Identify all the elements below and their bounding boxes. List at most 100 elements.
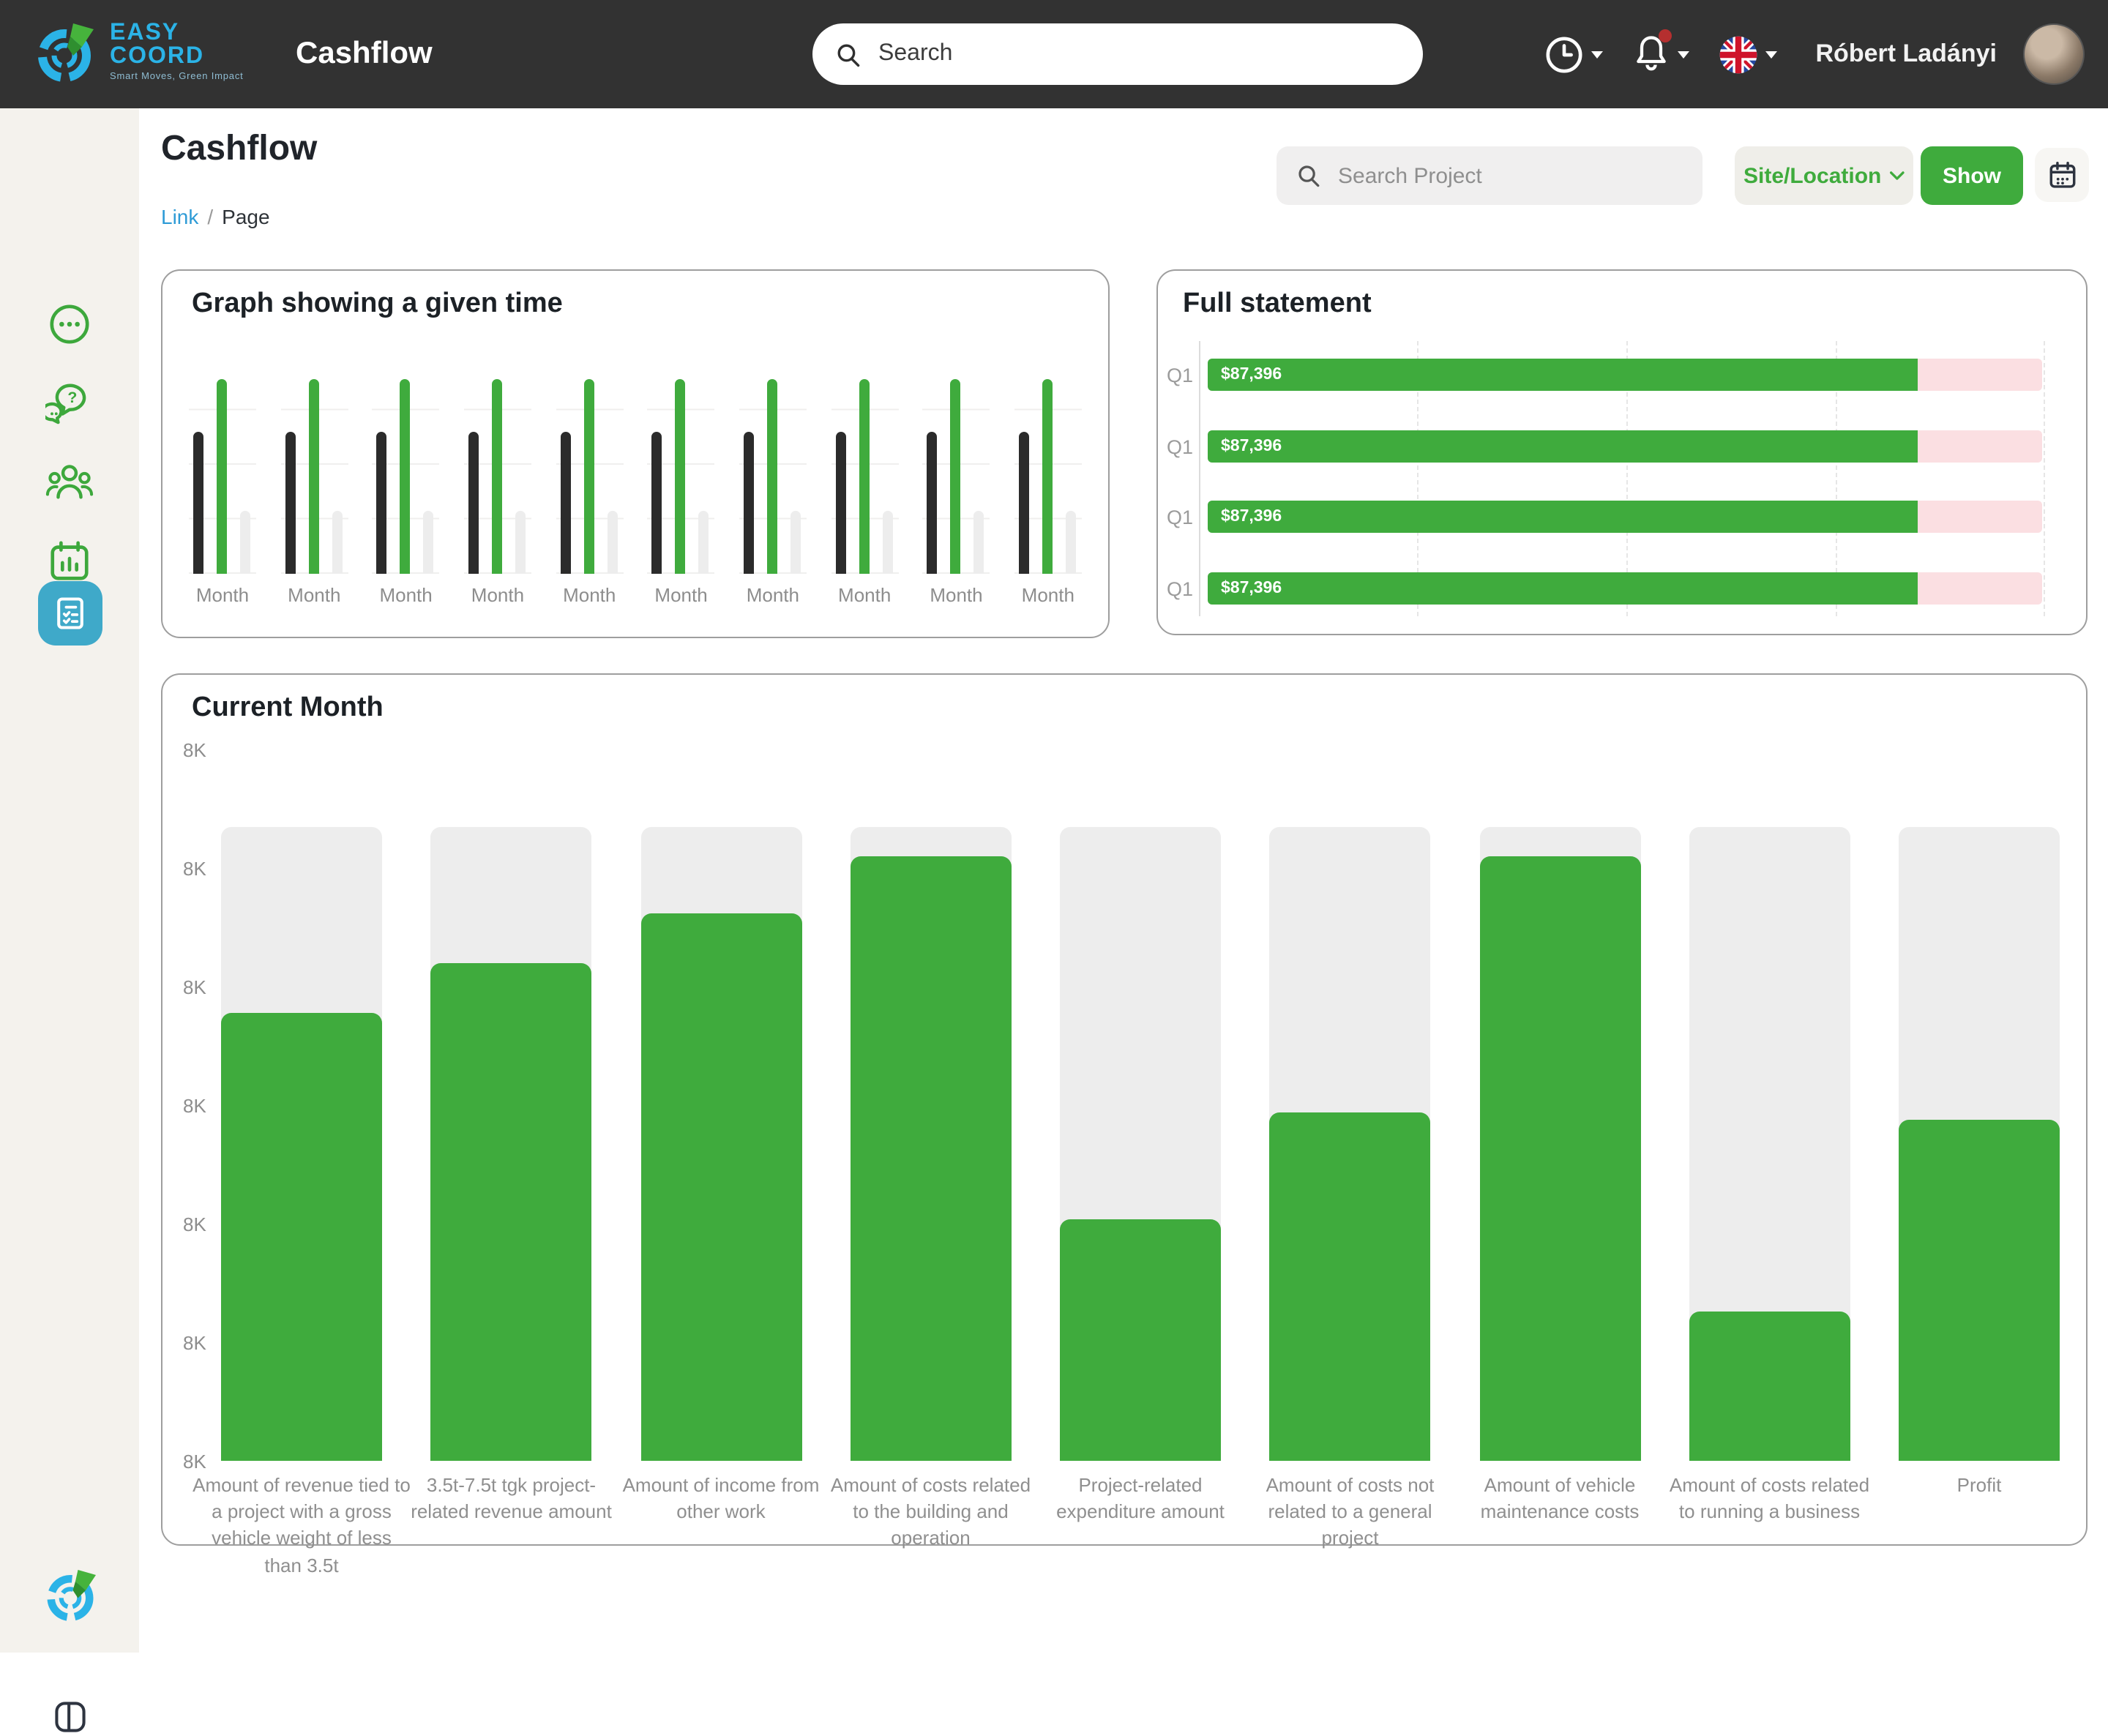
- bar-column: [1689, 749, 1850, 1461]
- project-search-input[interactable]: [1335, 162, 1682, 190]
- x-axis-label: Amount of vehicle maintenance costs: [1480, 1474, 1640, 1523]
- site-location-dropdown[interactable]: Site/Location: [1735, 146, 1913, 205]
- y-axis-tick: 8K: [183, 1451, 206, 1473]
- search-icon: [1298, 165, 1320, 187]
- panel-toggle-icon: [54, 1702, 85, 1732]
- bar-gray: [882, 510, 893, 574]
- chevron-down-icon: [1591, 50, 1604, 58]
- full-statement-plot: Q1 $87,396 Q1 $87,396 Q1: [1158, 271, 2089, 637]
- bar-filled: $87,396: [1208, 430, 1917, 463]
- bar-track: $87,396: [1208, 430, 2042, 463]
- bar-value: $87,396: [1221, 580, 1282, 597]
- chevron-down-icon: [1765, 50, 1778, 58]
- bar-column: [850, 749, 1012, 1461]
- bar-green: [1042, 379, 1053, 574]
- bar-value: [640, 913, 801, 1461]
- bar-dark: [927, 432, 938, 574]
- sidebar-footer-logo: [0, 1565, 139, 1626]
- bar-green: [675, 379, 686, 574]
- breadcrumb-current: Page: [222, 205, 270, 228]
- bar-group: [280, 356, 348, 574]
- user-avatar[interactable]: [2023, 23, 2085, 85]
- bar-value: [1899, 1119, 2060, 1461]
- bar-gray: [790, 510, 801, 574]
- bar-green: [308, 379, 319, 574]
- x-axis-label: Amount of revenue tied to a project with…: [193, 1474, 411, 1576]
- y-axis-tick: 8K: [183, 739, 206, 761]
- bar-group: [463, 356, 531, 574]
- chevron-down-icon: [1678, 50, 1690, 58]
- bar-track: $87,396: [1208, 572, 2042, 605]
- calendar-chart-icon: [51, 541, 89, 580]
- breadcrumb: Link / Page: [161, 205, 270, 228]
- row-label: Q1: [1166, 364, 1193, 386]
- sidebar-item-team[interactable]: [0, 460, 139, 504]
- sidebar-collapse-toggle[interactable]: [0, 1698, 139, 1736]
- ellipsis-circle-icon: [50, 304, 89, 344]
- bar-dark: [1018, 432, 1029, 574]
- x-axis-label: Month: [838, 584, 892, 606]
- bar-group: [922, 356, 990, 574]
- bar-group: [372, 356, 440, 574]
- notification-badge: [1659, 29, 1672, 42]
- x-axis-label: Amount of income from other work: [622, 1474, 820, 1523]
- bar-green: [766, 379, 777, 574]
- y-axis-line: [1199, 341, 1200, 616]
- bar-group: [556, 356, 624, 574]
- show-button[interactable]: Show: [1921, 146, 2023, 205]
- sidebar-item-reports-active[interactable]: [0, 581, 139, 646]
- date-picker-button[interactable]: [2035, 148, 2089, 202]
- bar-dark: [285, 432, 296, 574]
- bar-value: $87,396: [1221, 438, 1282, 455]
- bar-dark: [651, 432, 662, 574]
- global-search[interactable]: [812, 23, 1423, 85]
- notifications-button[interactable]: [1627, 26, 1696, 82]
- time-graph-title: Graph showing a given time: [192, 288, 563, 319]
- bell-icon: [1637, 36, 1667, 71]
- x-axis-label: Month: [288, 584, 341, 606]
- language-selector[interactable]: [1713, 29, 1784, 80]
- x-axis-label: Month: [379, 584, 433, 606]
- bar-group: [189, 356, 256, 574]
- search-icon: [837, 43, 860, 67]
- bar-value: [1269, 1112, 1431, 1461]
- bar-track: $87,396: [1208, 359, 2042, 391]
- row-label: Q1: [1166, 577, 1193, 599]
- checklist-document-icon: [56, 597, 83, 629]
- bar-value: [1479, 856, 1640, 1461]
- svg-text:?: ?: [67, 389, 77, 406]
- chevron-down-icon: [1890, 171, 1905, 180]
- app-logo: EASY COORD Smart Moves, Green Impact: [29, 18, 244, 88]
- bar-green: [400, 379, 411, 574]
- bar-column: [221, 749, 382, 1461]
- bar-column: [430, 749, 592, 1461]
- bar-green: [491, 379, 502, 574]
- project-search[interactable]: [1277, 146, 1703, 205]
- breadcrumb-link[interactable]: Link: [161, 205, 199, 228]
- breadcrumb-separator: /: [207, 205, 214, 228]
- x-axis-label: Month: [563, 584, 616, 606]
- x-axis-label: Project-related expenditure amount: [1056, 1474, 1225, 1523]
- global-search-input[interactable]: [875, 40, 1399, 69]
- logo-tagline: Smart Moves, Green Impact: [110, 72, 244, 83]
- chat-question-icon: ?: [45, 384, 86, 424]
- clock-menu-button[interactable]: [1539, 29, 1610, 80]
- bar-filled: $87,396: [1208, 501, 1917, 533]
- x-axis-label: Profit: [1956, 1474, 2002, 1496]
- bar-value: $87,396: [1221, 366, 1282, 384]
- sidebar: ?: [0, 108, 139, 1732]
- bar-green: [217, 379, 227, 574]
- sidebar-item-more[interactable]: [0, 302, 139, 347]
- bar-value: [430, 962, 592, 1461]
- row-label: Q1: [1166, 506, 1193, 528]
- bar-green: [859, 379, 870, 574]
- time-graph-card: Graph showing a given time: [161, 269, 1110, 638]
- x-axis-label: Month: [930, 584, 983, 606]
- clock-icon: [1547, 36, 1582, 72]
- bar-dark: [835, 432, 846, 574]
- current-month-plot: [221, 749, 2060, 1461]
- bar-gray: [515, 510, 526, 574]
- bar-value: [1060, 1219, 1221, 1461]
- sidebar-item-calendar-stats[interactable]: [0, 539, 139, 584]
- sidebar-item-help[interactable]: ?: [0, 381, 139, 426]
